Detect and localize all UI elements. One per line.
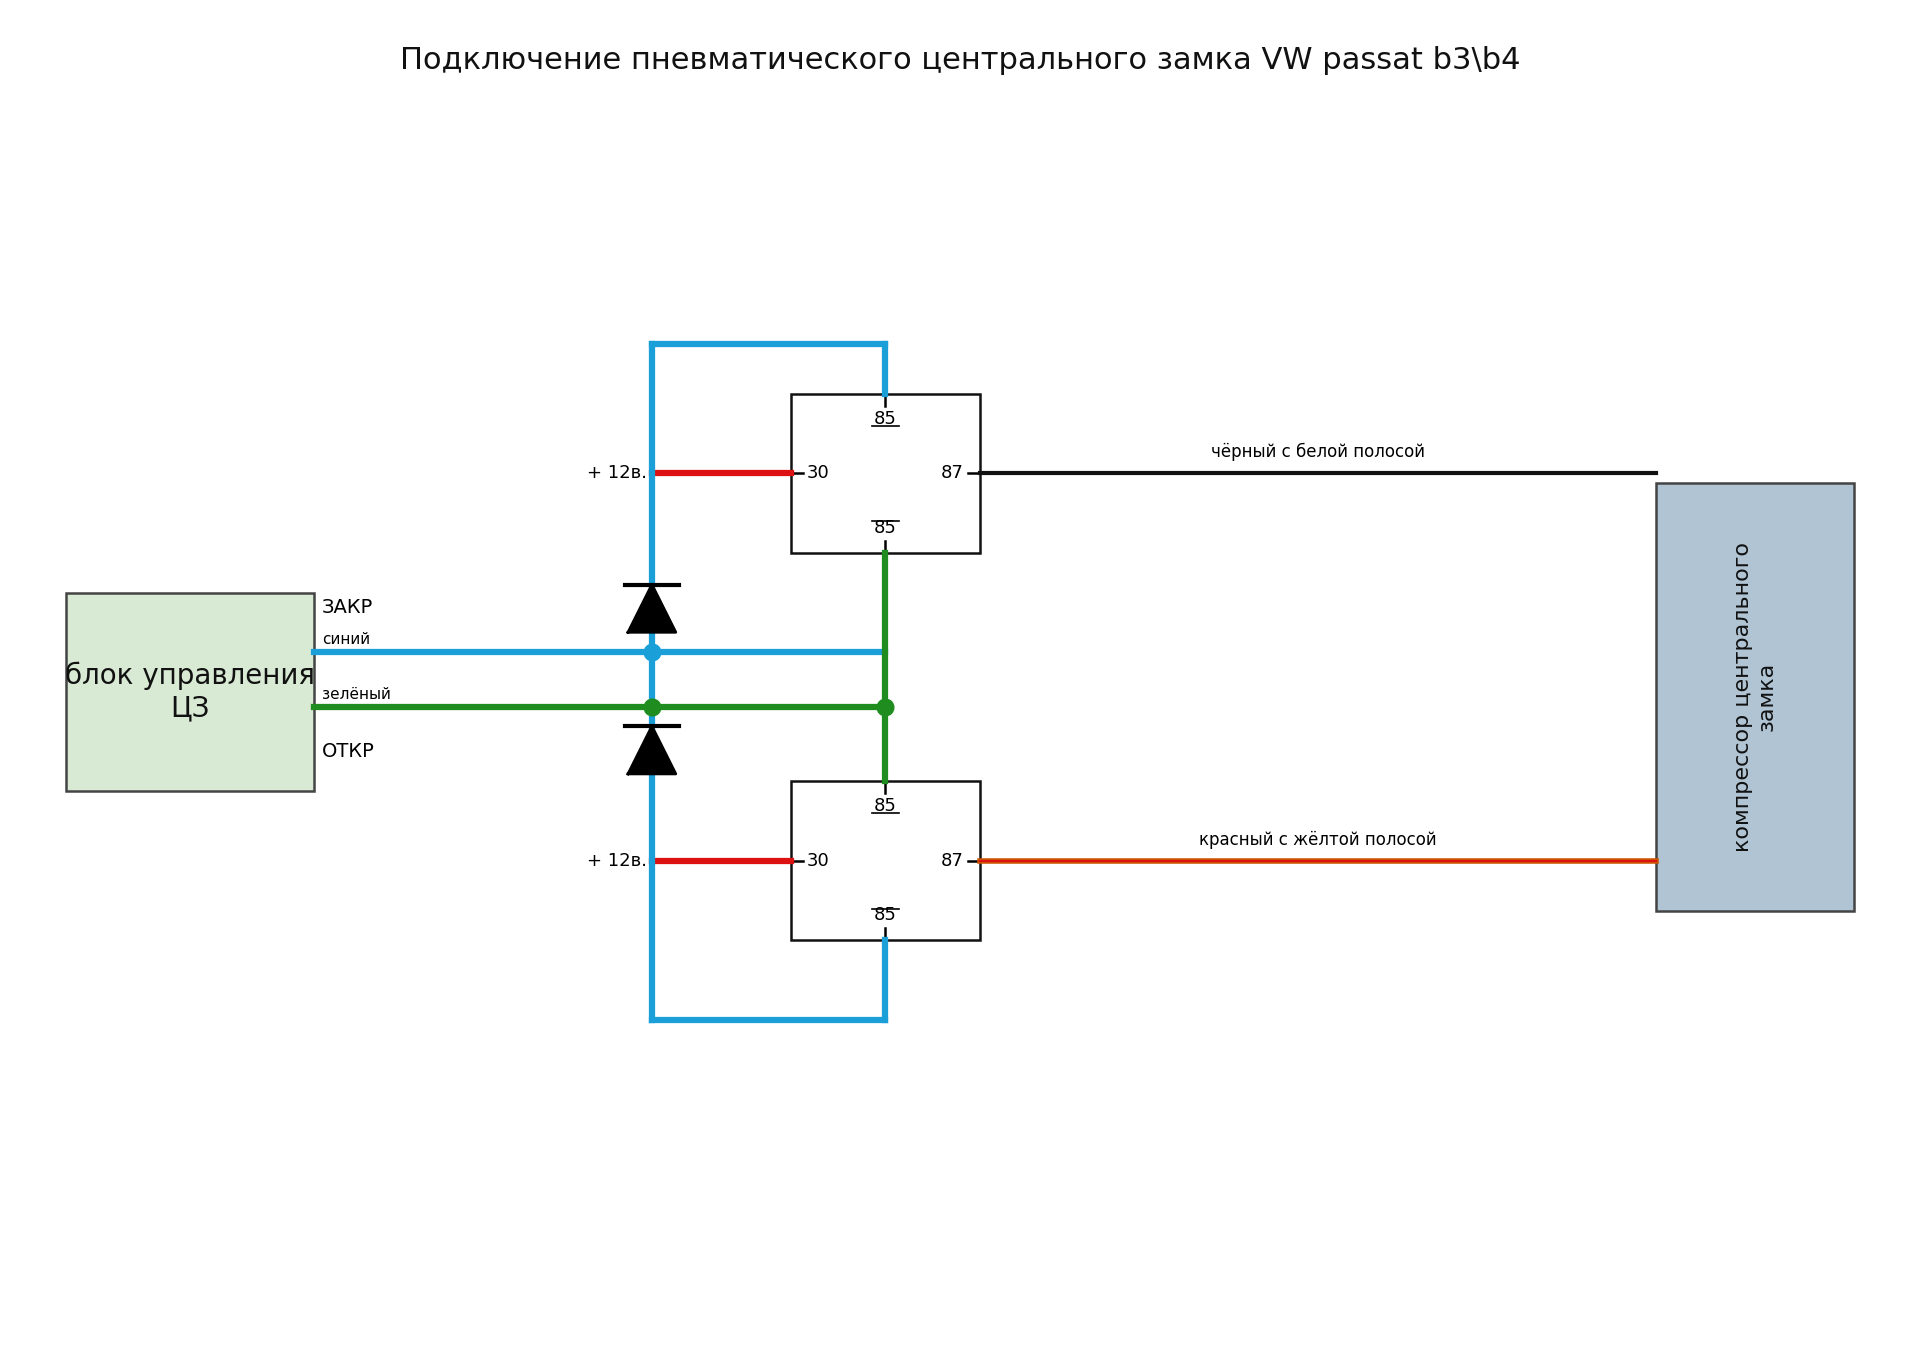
Text: 30: 30 xyxy=(806,852,829,869)
Text: 85: 85 xyxy=(874,519,897,537)
Text: Подключение пневматического центрального замка VW passat b3\b4: Подключение пневматического центрального… xyxy=(399,46,1521,74)
Text: 30: 30 xyxy=(806,464,829,483)
Text: ОТКР: ОТКР xyxy=(323,742,374,761)
Text: 85: 85 xyxy=(874,410,897,427)
Text: красный с жёлтой полосой: красный с жёлтой полосой xyxy=(1198,831,1436,849)
Text: 87: 87 xyxy=(941,852,964,869)
Bar xyxy=(791,781,979,941)
Text: ЗАКР: ЗАКР xyxy=(323,599,372,618)
Text: чёрный с белой полосой: чёрный с белой полосой xyxy=(1212,443,1425,461)
Text: компрессор центрального
замка: компрессор центрального замка xyxy=(1734,542,1776,852)
Polygon shape xyxy=(628,726,676,773)
Text: 87: 87 xyxy=(941,464,964,483)
Bar xyxy=(791,393,979,553)
Bar xyxy=(1655,483,1855,910)
Text: 85: 85 xyxy=(874,906,897,925)
Text: 85: 85 xyxy=(874,798,897,815)
Polygon shape xyxy=(628,584,676,633)
Bar xyxy=(65,592,315,791)
Text: синий: синий xyxy=(323,633,371,648)
Text: + 12в.: + 12в. xyxy=(588,464,647,483)
Text: + 12в.: + 12в. xyxy=(588,852,647,869)
Text: зелёный: зелёный xyxy=(323,687,392,702)
Text: блок управления
ЦЗ: блок управления ЦЗ xyxy=(65,661,315,722)
